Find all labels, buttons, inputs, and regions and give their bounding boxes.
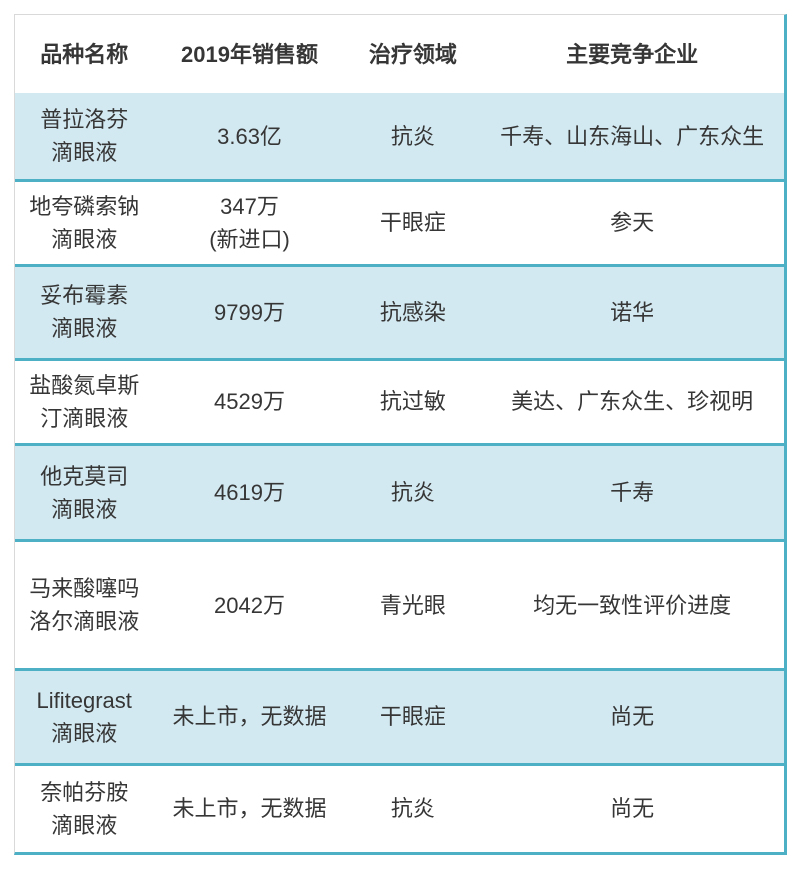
- column-header-product-name: 品种名称: [15, 15, 154, 93]
- cell-therapy-area: 干眼症: [345, 669, 481, 765]
- cell-competitors: 均无一致性评价进度: [533, 592, 732, 618]
- cell-therapy-area: 青光眼: [379, 592, 446, 618]
- table-row: 奈帕芬胺 滴眼液 未上市，无数据 抗炎 尚无: [15, 764, 784, 852]
- cell-product-name: 马来酸噻吗 洛尔滴眼液: [29, 576, 140, 635]
- column-header-therapy-area: 治疗领域: [345, 15, 481, 93]
- table-row: 妥布霉素 滴眼液 9799万 抗感染 诺华: [15, 265, 784, 360]
- cell-sales: 9799万: [153, 265, 346, 360]
- table-row: 地夸磷索钠 滴眼液 347万 (新进口) 干眼症 参天: [15, 181, 784, 266]
- header-row: 品种名称 2019年销售额 治疗领域 主要竞争企业: [15, 15, 784, 93]
- column-header-main-competitors: 主要竞争企业: [480, 15, 784, 93]
- cell-sales: 4529万: [214, 389, 285, 415]
- cell-therapy-area: 抗炎: [345, 93, 481, 181]
- cell-sales: 未上市，无数据: [153, 669, 346, 765]
- cell-competitors: 尚无: [480, 669, 784, 765]
- cell-sales: 4619万: [153, 444, 346, 541]
- cell-sales: 未上市，无数据: [172, 796, 327, 822]
- cell-product-name: 奈帕芬胺 滴眼液: [40, 779, 129, 838]
- cell-product-name: 盐酸氮卓斯 汀滴眼液: [29, 372, 140, 431]
- cell-therapy-area: 抗感染: [345, 265, 481, 360]
- column-header-2019-sales: 2019年销售额: [153, 15, 346, 93]
- cell-therapy-area: 干眼症: [379, 210, 446, 236]
- table-row: 他克莫司 滴眼液 4619万 抗炎 千寿: [15, 444, 784, 541]
- cell-sales: 347万 (新进口): [209, 193, 290, 252]
- cell-competitors: 美达、广东众生、珍视明: [511, 389, 754, 415]
- table-row: 马来酸噻吗 洛尔滴眼液 2042万 青光眼 均无一致性评价进度: [15, 541, 784, 670]
- table-row: 盐酸氮卓斯 汀滴眼液 4529万 抗过敏 美达、广东众生、珍视明: [15, 359, 784, 445]
- cell-product-name: Lifitegrast 滴眼液: [15, 669, 154, 765]
- cell-product-name: 普拉洛芬 滴眼液: [15, 93, 154, 181]
- table-row: 普拉洛芬 滴眼液 3.63亿 抗炎 千寿、山东海山、广东众生: [15, 93, 784, 181]
- cell-sales: 3.63亿: [153, 93, 346, 181]
- eye-drops-competition-table: 品种名称 2019年销售额 治疗领域 主要竞争企业 普拉洛芬 滴眼液 3.63亿…: [15, 15, 784, 852]
- cell-product-name: 妥布霉素 滴眼液: [15, 265, 154, 360]
- cell-competitors: 诺华: [480, 265, 784, 360]
- cell-therapy-area: 抗炎: [345, 444, 481, 541]
- cell-therapy-area: 抗炎: [390, 796, 435, 822]
- cell-competitors: 千寿、山东海山、广东众生: [480, 93, 784, 181]
- cell-sales: 2042万: [214, 592, 285, 618]
- cell-therapy-area: 抗过敏: [379, 389, 446, 415]
- cell-competitors: 千寿: [480, 444, 784, 541]
- cell-product-name: 他克莫司 滴眼液: [15, 444, 154, 541]
- table-row: Lifitegrast 滴眼液 未上市，无数据 干眼症 尚无: [15, 669, 784, 765]
- cell-competitors: 尚无: [610, 796, 655, 822]
- cell-competitors: 参天: [610, 210, 655, 236]
- product-comparison-table-frame: 品种名称 2019年销售额 治疗领域 主要竞争企业 普拉洛芬 滴眼液 3.63亿…: [14, 14, 787, 855]
- cell-product-name: 地夸磷索钠 滴眼液: [29, 193, 140, 252]
